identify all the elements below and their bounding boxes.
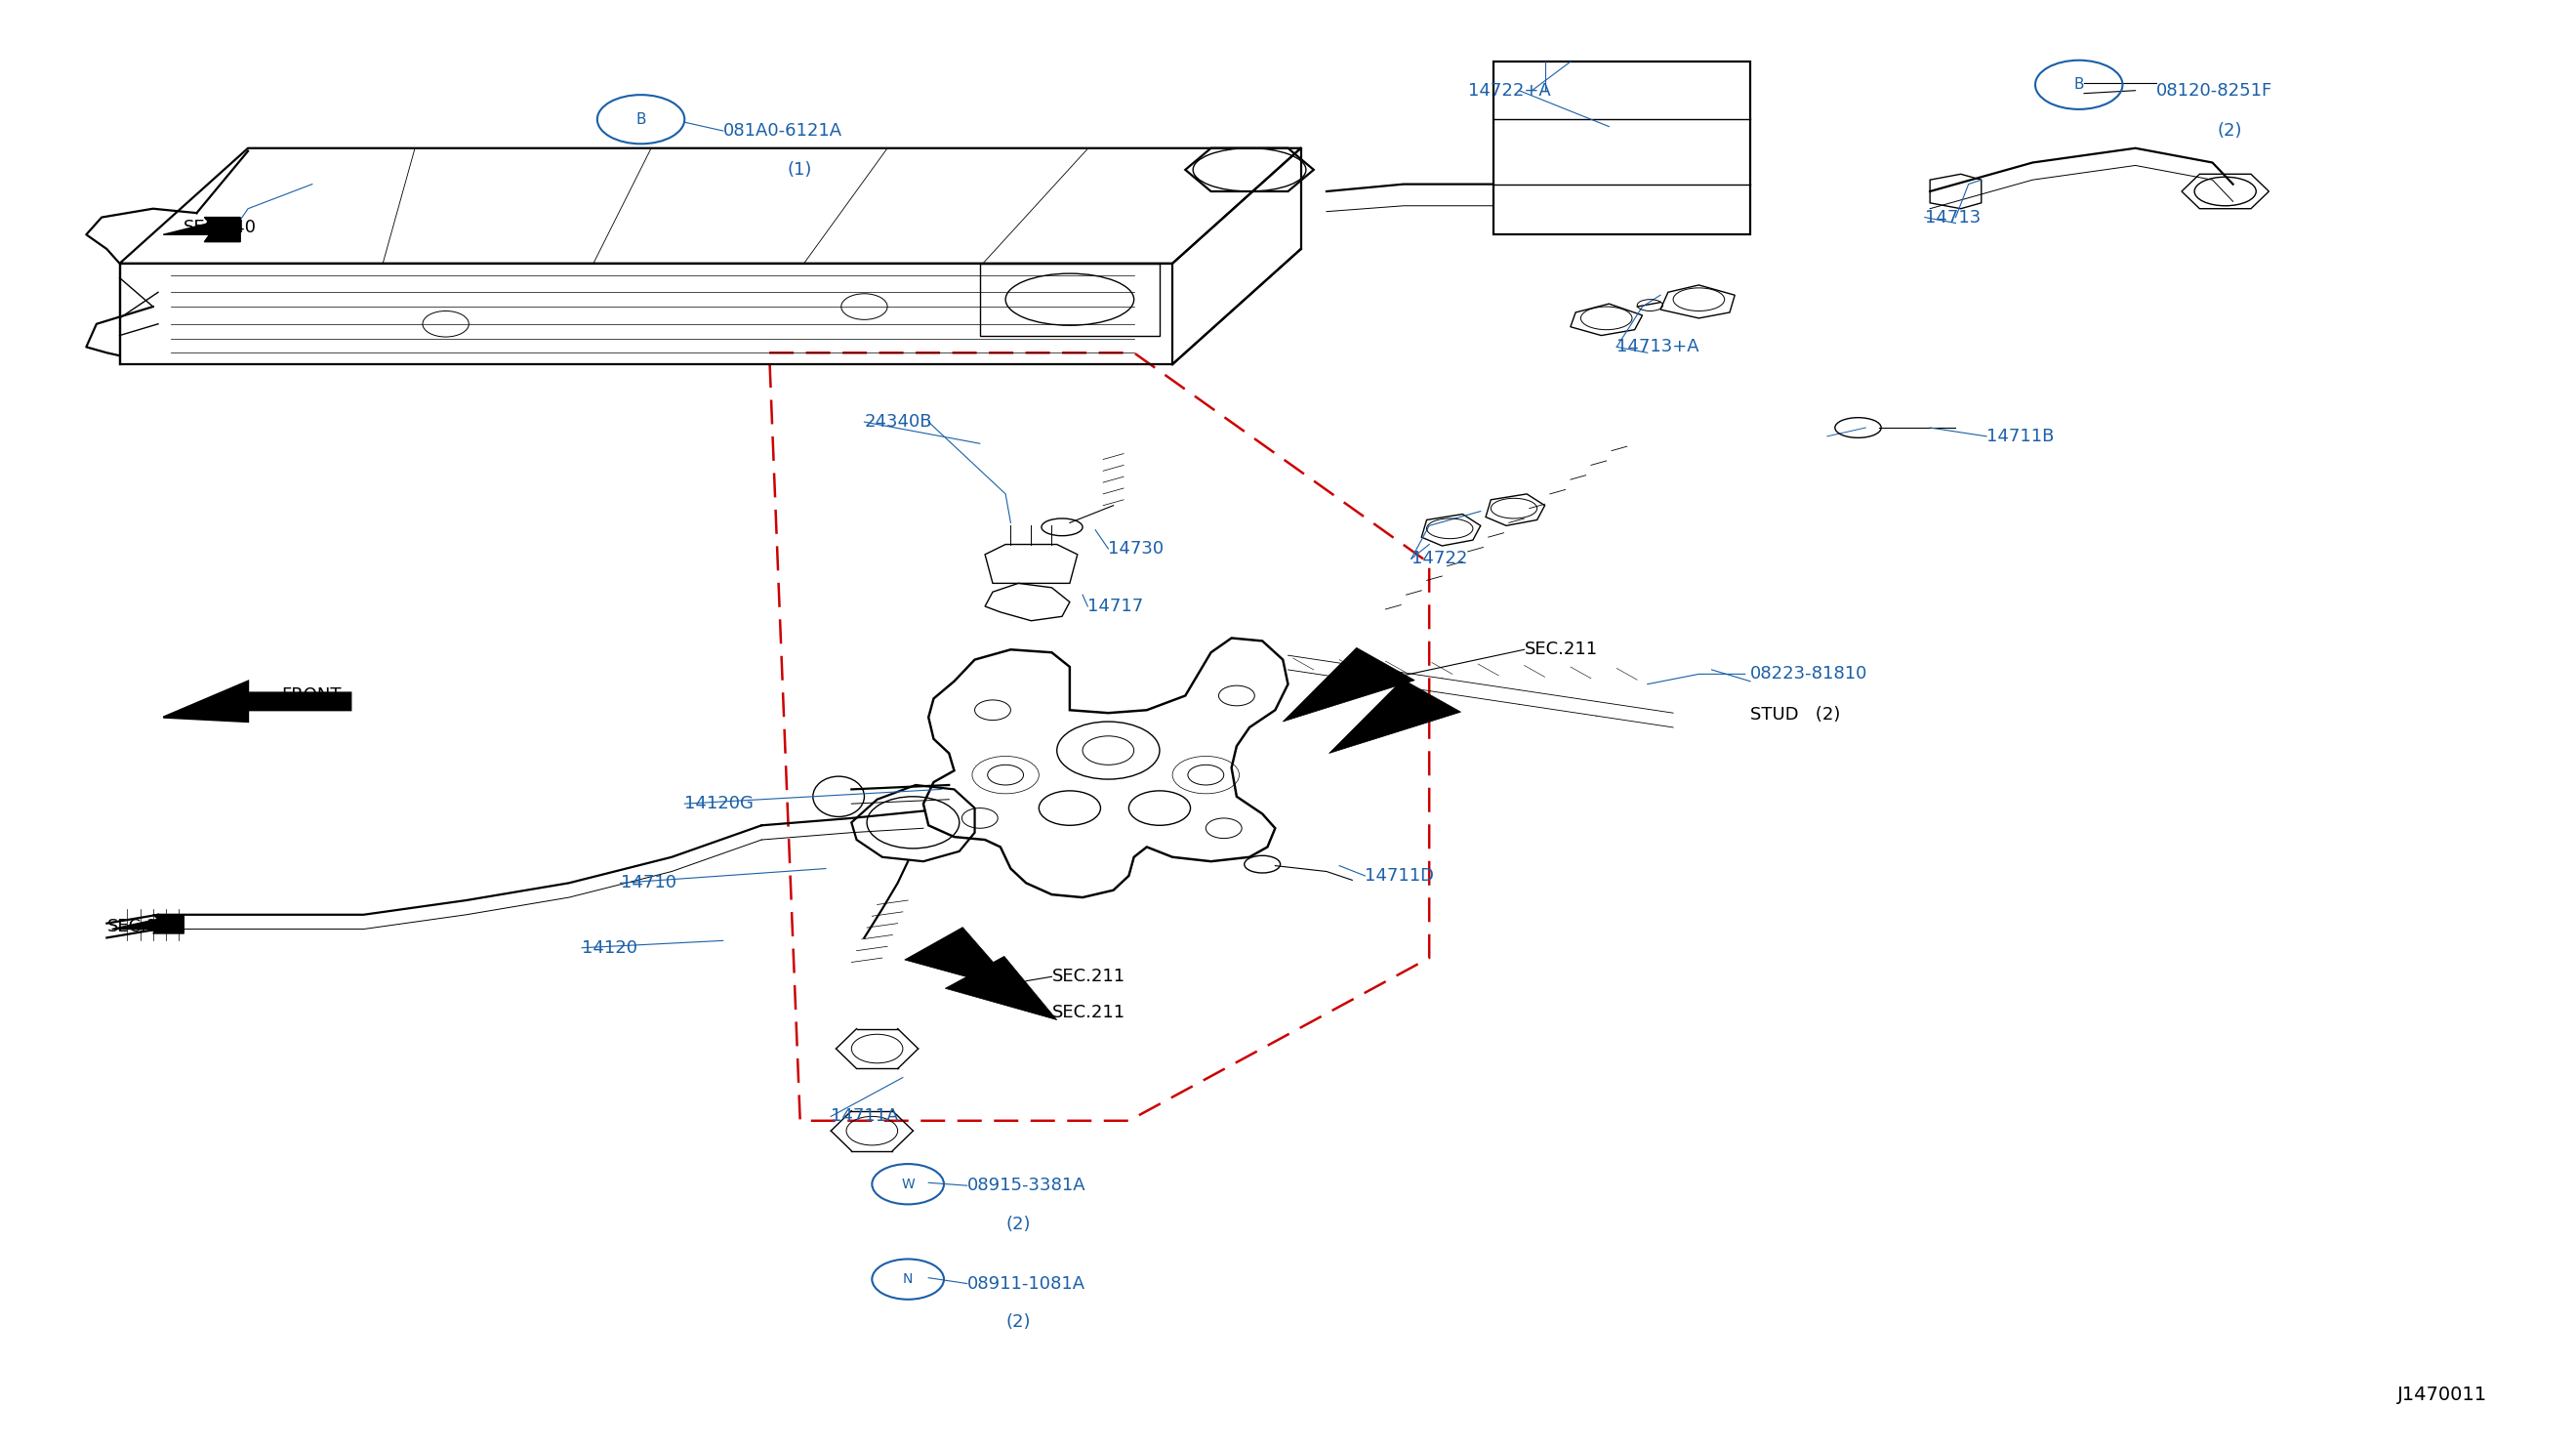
Text: (2): (2): [1005, 1216, 1030, 1233]
Polygon shape: [1283, 648, 1414, 722]
Text: 081A0-6121A: 081A0-6121A: [724, 122, 842, 139]
Text: 08120-8251F: 08120-8251F: [2156, 81, 2272, 100]
Text: FRONT: FRONT: [281, 687, 343, 704]
Text: (1): (1): [788, 161, 811, 178]
Text: 08911-1081A: 08911-1081A: [966, 1275, 1084, 1293]
Text: 14722: 14722: [1412, 551, 1468, 568]
Text: 14717: 14717: [1087, 597, 1144, 616]
Text: 24340B: 24340B: [866, 413, 933, 430]
Text: B: B: [2074, 77, 2084, 93]
Text: 14722+A: 14722+A: [1468, 81, 1551, 100]
Text: 08915-3381A: 08915-3381A: [966, 1177, 1084, 1194]
Text: 14120: 14120: [582, 939, 636, 956]
Polygon shape: [162, 681, 350, 722]
Text: 14711B: 14711B: [1986, 427, 2053, 445]
Polygon shape: [1329, 680, 1461, 753]
Text: B: B: [636, 112, 647, 126]
Text: (2): (2): [2218, 122, 2244, 139]
Polygon shape: [904, 927, 1018, 991]
Text: 14711D: 14711D: [1365, 867, 1435, 884]
Polygon shape: [162, 217, 240, 242]
Text: SEC.211: SEC.211: [1051, 968, 1126, 985]
Text: 14713+A: 14713+A: [1618, 338, 1700, 356]
Text: 14730: 14730: [1108, 540, 1164, 558]
Text: 14710: 14710: [621, 874, 675, 891]
Text: 14120G: 14120G: [685, 796, 755, 813]
Text: 14713: 14713: [1924, 209, 1981, 226]
Text: 08223-81810: 08223-81810: [1749, 665, 1868, 682]
Text: SEC.140: SEC.140: [106, 917, 180, 935]
Text: W: W: [902, 1177, 914, 1191]
Text: N: N: [904, 1272, 912, 1287]
Text: 14711A: 14711A: [832, 1107, 899, 1126]
Text: SEC.211: SEC.211: [1051, 1004, 1126, 1022]
Polygon shape: [945, 956, 1056, 1020]
Text: SEC.140: SEC.140: [183, 219, 258, 236]
Text: J1470011: J1470011: [2398, 1385, 2488, 1404]
Polygon shape: [111, 914, 183, 933]
Text: SEC.211: SEC.211: [1525, 640, 1597, 658]
Text: (2): (2): [1005, 1314, 1030, 1332]
Text: STUD   (2): STUD (2): [1749, 706, 1839, 723]
